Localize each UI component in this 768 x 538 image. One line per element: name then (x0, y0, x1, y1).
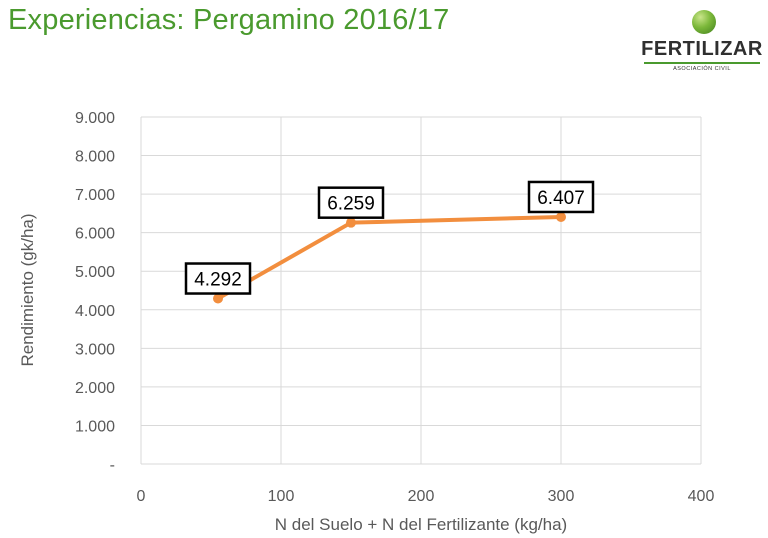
slide-title: Experiencias: Pergamino 2016/17 (8, 4, 450, 36)
series-yield (213, 211, 566, 304)
x-tick-label: 200 (408, 488, 435, 505)
series-line (216, 214, 563, 301)
logo-subtitle: ASOCIACIÓN CIVIL (673, 66, 731, 72)
y-tick-label: 1.000 (75, 418, 115, 435)
logo-wordmark: FERTILIZAR (641, 38, 763, 60)
data-label-box (184, 262, 252, 295)
y-tick-label: 7.000 (75, 187, 115, 204)
data-label-box (317, 186, 385, 219)
data-point (213, 293, 223, 304)
y-tick-label: 4.000 (75, 303, 115, 320)
x-tick-label: 300 (548, 488, 575, 505)
data-point (556, 211, 566, 222)
logo-ball-icon (692, 10, 716, 34)
y-tick-label: - (110, 457, 115, 474)
y-tick-label: 3.000 (75, 341, 115, 358)
x-tick-label: 0 (137, 488, 146, 505)
y-axis-title: Rendimiento (gk/ha) (18, 213, 37, 366)
data-label-box (527, 180, 595, 214)
y-tick-label: 8.000 (75, 149, 115, 166)
x-axis-title: N del Suelo + N del Fertilizante (kg/ha) (275, 515, 567, 534)
x-tick-labels: 0 100 200 300 400 (137, 488, 715, 505)
data-label: 6.259 (327, 194, 375, 215)
y-tick-labels: - 1.000 2.000 3.000 4.000 5.000 6.000 7.000 8.00… (75, 110, 115, 474)
logo-rule (644, 62, 760, 64)
x-tick-label: 400 (688, 488, 715, 505)
data-label: 4.292 (194, 270, 242, 291)
y-tick-label: 5.000 (75, 264, 115, 281)
data-label: 6.407 (537, 188, 585, 209)
y-tick-label: 2.000 (75, 380, 115, 397)
data-point (346, 217, 356, 228)
fertilizar-logo: FERTILIZAR ASOCIACIÓN CIVIL (640, 8, 764, 76)
y-tick-label: 9.000 (75, 110, 115, 127)
y-tick-label: 6.000 (75, 226, 115, 243)
data-labels: 4.292 6.259 6.407 (184, 180, 595, 295)
x-tick-label: 100 (268, 488, 295, 505)
